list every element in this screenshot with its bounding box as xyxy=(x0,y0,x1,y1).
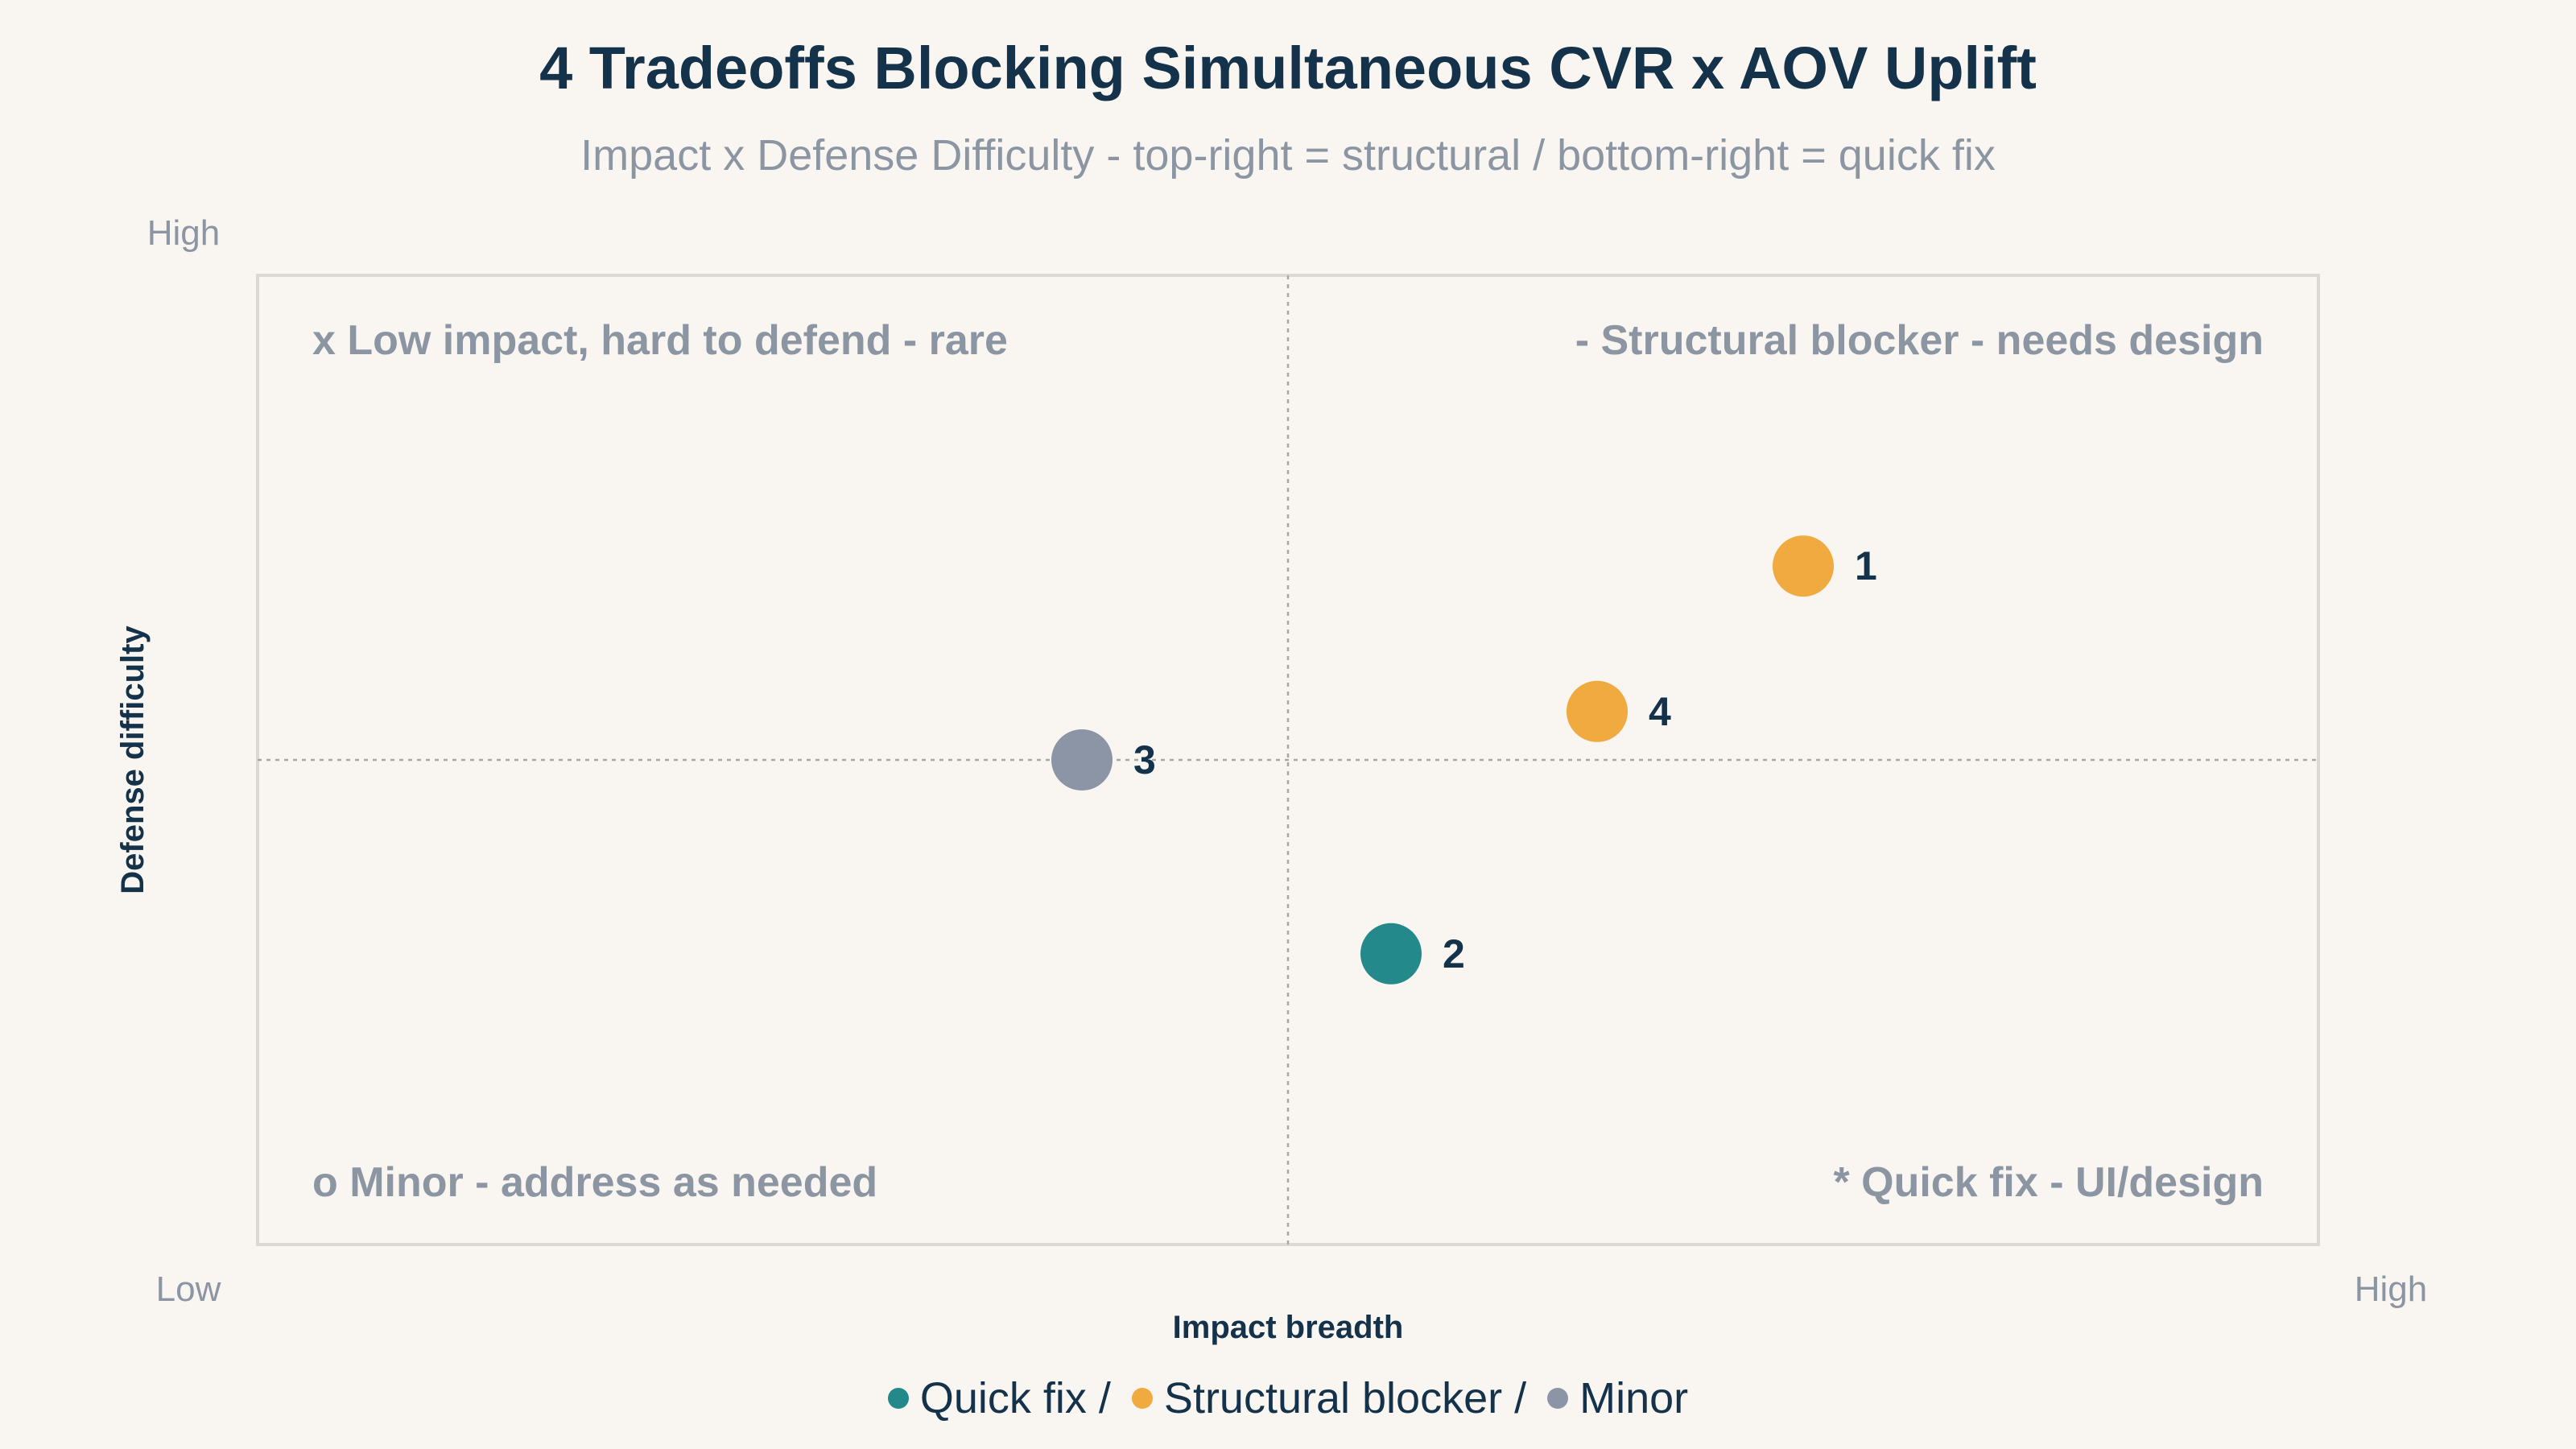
quadrant-label-bottom-right: * Quick fix - UI/design xyxy=(1833,1159,2264,1206)
quadrant-label-bottom-left: o Minor - address as needed xyxy=(312,1159,877,1206)
data-point-4 xyxy=(1567,680,1628,742)
data-point-label-1: 1 xyxy=(1855,543,1877,588)
legend-item-quick-fix: Quick fix / xyxy=(887,1373,1111,1423)
legend-item-structural-blocker: Structural blocker / xyxy=(1131,1373,1527,1423)
data-point-label-3: 3 xyxy=(1133,737,1156,782)
axis-labels: High Low High Impact breadth Defense dif… xyxy=(115,213,2427,1345)
legend-item-minor: Minor xyxy=(1547,1373,1688,1423)
data-point-2 xyxy=(1360,923,1422,985)
legend-label-quick-fix: Quick fix / xyxy=(919,1374,1111,1422)
quadrant-label-top-right: - Structural blocker - needs design xyxy=(1575,317,2264,364)
chart-title: 4 Tradeoffs Blocking Simultaneous CVR x … xyxy=(539,35,2037,101)
data-point-1 xyxy=(1773,535,1834,597)
legend-dot-quick-fix xyxy=(887,1388,909,1409)
legend-dot-structural-blocker xyxy=(1131,1388,1153,1409)
data-point-3 xyxy=(1051,729,1113,791)
x-tick-label-low: Low xyxy=(156,1269,221,1309)
quadrant-divider-lines xyxy=(258,275,2318,1245)
chart-subtitle: Impact x Defense Difficulty - top-right … xyxy=(580,131,1996,180)
data-points: 1 2 3 4 xyxy=(1051,535,1877,985)
legend-dot-minor xyxy=(1547,1388,1569,1409)
x-axis-label: Impact breadth xyxy=(1173,1310,1404,1345)
quadrant-labels: x Low impact, hard to defend - rare - St… xyxy=(312,317,2264,1206)
legend: Quick fix / Structural blocker / Minor xyxy=(0,1373,2576,1423)
y-axis-label: Defense difficulty xyxy=(115,625,151,894)
y-tick-label-high: High xyxy=(147,213,221,253)
legend-label-minor: Minor xyxy=(1579,1374,1689,1422)
legend-label-structural-blocker: Structural blocker / xyxy=(1163,1374,1527,1422)
quadrant-label-top-left: x Low impact, hard to defend - rare xyxy=(312,317,1008,364)
data-point-label-4: 4 xyxy=(1649,689,1671,734)
x-tick-label-high: High xyxy=(2355,1269,2428,1309)
data-point-label-2: 2 xyxy=(1443,931,1465,976)
